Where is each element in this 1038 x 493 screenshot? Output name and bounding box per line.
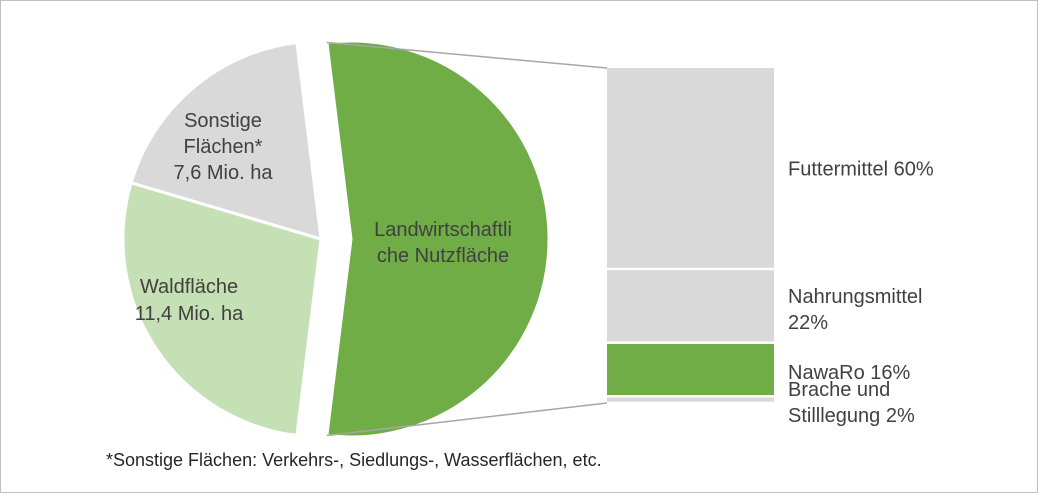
pie-label-landwirtschaftliche-nutzflaeche: Landwirtschaftli che Nutzfläche (374, 219, 512, 267)
bar-label-nahrungsmittel-line: Nahrungsmittel (788, 286, 923, 308)
connector-lines (326, 41, 608, 437)
bar-segment-brache-und-stilllegung (607, 397, 774, 402)
bar-segment-futtermittel (607, 68, 774, 268)
pie-label-waldflaeche: Waldfläche 11,4 Mio. ha (135, 276, 244, 325)
pie-label-landwirtschaftliche-nutzflaeche-line: che Nutzfläche (377, 245, 509, 267)
pie-label-sonstige-flaechen-line: Flächen* (184, 136, 263, 158)
bar-segment-nahrungsmittel (607, 270, 774, 342)
pie (121, 39, 551, 439)
footnote: *Sonstige Flächen: Verkehrs-, Siedlungs-… (106, 450, 602, 470)
connector-line-bottom (326, 402, 608, 437)
pie-label-sonstige-flaechen: Sonstige Flächen* 7,6 Mio. ha (174, 110, 274, 184)
pie-slice-sonstige-flaechen (129, 40, 323, 242)
pie-label-waldflaeche-line: Waldfläche (140, 276, 238, 298)
bar-label-brache-und-stilllegung: Brache und Stilllegung 2% (788, 379, 915, 427)
pie-label-waldflaeche-line: 11,4 Mio. ha (135, 303, 244, 325)
bar-label-brache-und-stilllegung-line: Stilllegung 2% (788, 405, 915, 427)
breakdown-bar (607, 68, 774, 402)
bar-segment-nawaro (607, 343, 774, 396)
bar-label-nawaro: NawaRo 16% (788, 362, 911, 384)
pie-slice-waldflaeche (121, 180, 323, 438)
labels: Landwirtschaftli che Nutzfläche Waldfläche… (135, 110, 934, 427)
bar-label-nahrungsmittel: Nahrungsmittel 22% (788, 286, 923, 334)
pie-label-sonstige-flaechen-line: 7,6 Mio. ha (174, 162, 274, 184)
bar-label-nawaro-line: NawaRo 16% (788, 362, 911, 384)
pie-label-sonstige-flaechen-line: Sonstige (184, 110, 262, 132)
bar-label-nahrungsmittel-line: 22% (788, 312, 828, 334)
bar-label-futtermittel-line: Futtermittel 60% (788, 159, 934, 181)
bar-label-brache-und-stilllegung-line: Brache und (788, 379, 890, 401)
connector-line-top (326, 41, 608, 69)
bar-label-futtermittel: Futtermittel 60% (788, 159, 934, 181)
pie-label-landwirtschaftliche-nutzflaeche-line: Landwirtschaftli (374, 219, 512, 241)
